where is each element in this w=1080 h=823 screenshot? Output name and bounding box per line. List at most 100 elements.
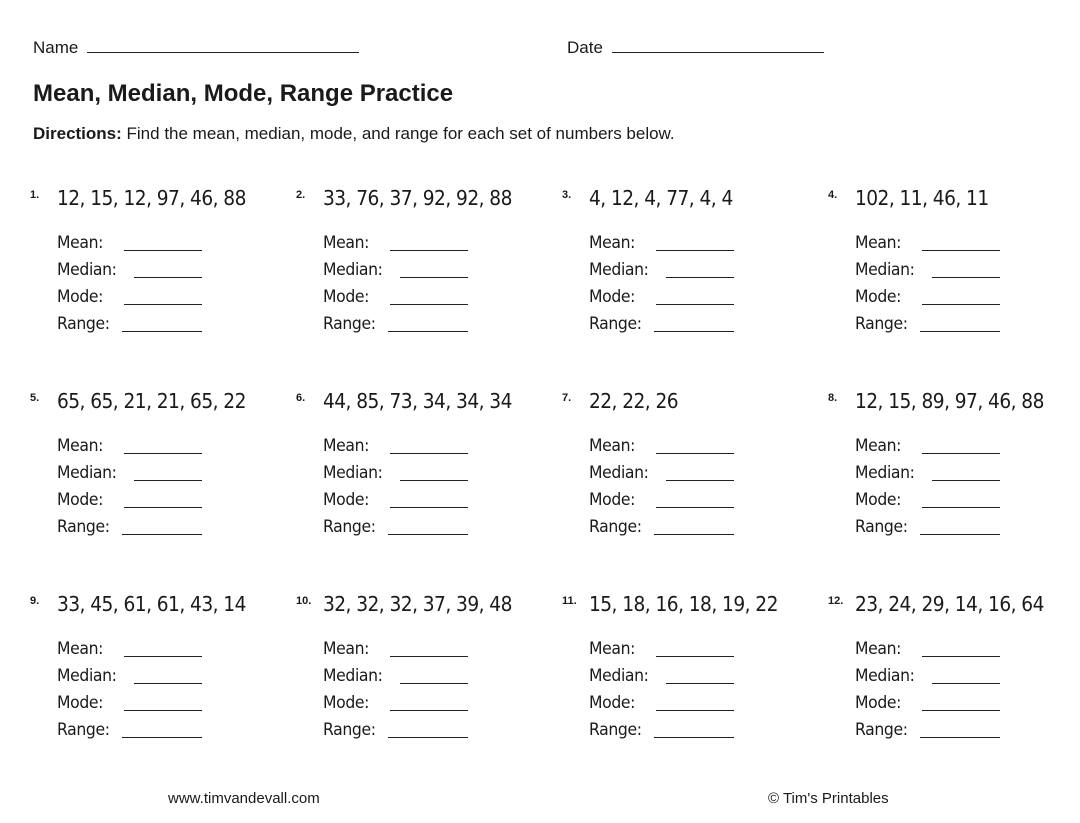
mode-answer-blank[interactable] [922, 710, 1000, 711]
median-label: Median: [57, 463, 117, 483]
mean-answer-blank[interactable] [390, 250, 468, 251]
mean-label: Mean: [589, 639, 636, 659]
range-answer-blank[interactable] [654, 331, 734, 332]
range-answer-blank[interactable] [920, 737, 1000, 738]
mode-label: Mode: [589, 490, 636, 510]
median-answer-blank[interactable] [134, 277, 202, 278]
directions: Directions: Find the mean, median, mode,… [33, 124, 675, 144]
number-set: 44, 85, 73, 34, 34, 34 [323, 389, 512, 413]
range-answer-blank[interactable] [920, 331, 1000, 332]
mode-answer-blank[interactable] [124, 507, 202, 508]
mode-answer-blank[interactable] [922, 304, 1000, 305]
mode-answer-blank[interactable] [390, 304, 468, 305]
median-label: Median: [855, 666, 915, 686]
problem-8: 8. 12, 15, 89, 97, 46, 88 Mean: Median: … [828, 389, 1080, 579]
mode-answer-blank[interactable] [390, 507, 468, 508]
mean-answer-blank[interactable] [124, 250, 202, 251]
problem-number: 11. [562, 595, 577, 607]
range-answer-blank[interactable] [388, 737, 468, 738]
median-answer-blank[interactable] [400, 277, 468, 278]
problem-3: 3. 4, 12, 4, 77, 4, 4 Mean: Median: Mode… [562, 186, 822, 376]
mean-label: Mean: [589, 233, 636, 253]
footer-copyright: © Tim's Printables [768, 790, 889, 807]
mean-label: Mean: [855, 639, 902, 659]
median-label: Median: [855, 463, 915, 483]
mode-answer-blank[interactable] [124, 304, 202, 305]
range-label: Range: [589, 517, 642, 537]
mode-label: Mode: [57, 490, 104, 510]
median-answer-blank[interactable] [134, 480, 202, 481]
date-field[interactable]: Date [567, 38, 824, 58]
mean-label: Mean: [57, 233, 104, 253]
median-label: Median: [57, 260, 117, 280]
range-answer-blank[interactable] [388, 331, 468, 332]
problem-number: 7. [562, 392, 572, 404]
mean-label: Mean: [57, 436, 104, 456]
date-blank[interactable] [611, 52, 824, 53]
median-label: Median: [589, 463, 649, 483]
mode-answer-blank[interactable] [922, 507, 1000, 508]
mean-answer-blank[interactable] [656, 250, 734, 251]
mode-answer-blank[interactable] [656, 507, 734, 508]
range-label: Range: [57, 720, 110, 740]
name-blank[interactable] [87, 52, 360, 53]
mean-answer-blank[interactable] [124, 656, 202, 657]
median-answer-blank[interactable] [666, 480, 734, 481]
problem-number: 4. [828, 189, 838, 201]
number-set: 23, 24, 29, 14, 16, 64 [855, 592, 1044, 616]
range-answer-blank[interactable] [122, 737, 202, 738]
range-answer-blank[interactable] [654, 534, 734, 535]
name-field[interactable]: Name [33, 38, 360, 58]
problem-number: 5. [30, 392, 40, 404]
range-answer-blank[interactable] [654, 737, 734, 738]
number-set: 33, 76, 37, 92, 92, 88 [323, 186, 512, 210]
range-label: Range: [323, 517, 376, 537]
mean-label: Mean: [323, 436, 370, 456]
mode-label: Mode: [855, 693, 902, 713]
mean-answer-blank[interactable] [922, 250, 1000, 251]
median-label: Median: [57, 666, 117, 686]
median-answer-blank[interactable] [932, 480, 1000, 481]
median-answer-blank[interactable] [932, 683, 1000, 684]
mean-label: Mean: [855, 436, 902, 456]
median-answer-blank[interactable] [400, 480, 468, 481]
problem-11: 11. 15, 18, 16, 18, 19, 22 Mean: Median:… [562, 592, 822, 782]
median-answer-blank[interactable] [134, 683, 202, 684]
mode-answer-blank[interactable] [656, 304, 734, 305]
mode-label: Mode: [323, 693, 370, 713]
mean-label: Mean: [589, 436, 636, 456]
range-answer-blank[interactable] [122, 331, 202, 332]
mode-label: Mode: [323, 287, 370, 307]
median-answer-blank[interactable] [400, 683, 468, 684]
mean-answer-blank[interactable] [656, 656, 734, 657]
mode-answer-blank[interactable] [390, 710, 468, 711]
mode-label: Mode: [855, 490, 902, 510]
range-answer-blank[interactable] [920, 534, 1000, 535]
range-label: Range: [855, 517, 908, 537]
mean-answer-blank[interactable] [390, 656, 468, 657]
median-label: Median: [323, 260, 383, 280]
problem-4: 4. 102, 11, 46, 11 Mean: Median: Mode: R… [828, 186, 1080, 376]
problem-number: 9. [30, 595, 40, 607]
mean-answer-blank[interactable] [390, 453, 468, 454]
number-set: 32, 32, 32, 37, 39, 48 [323, 592, 512, 616]
mean-answer-blank[interactable] [922, 453, 1000, 454]
number-set: 65, 65, 21, 21, 65, 22 [57, 389, 246, 413]
mode-answer-blank[interactable] [124, 710, 202, 711]
problem-number: 10. [296, 595, 312, 607]
mean-answer-blank[interactable] [922, 656, 1000, 657]
mode-answer-blank[interactable] [656, 710, 734, 711]
median-answer-blank[interactable] [666, 683, 734, 684]
mean-answer-blank[interactable] [124, 453, 202, 454]
number-set: 4, 12, 4, 77, 4, 4 [589, 186, 733, 210]
median-answer-blank[interactable] [666, 277, 734, 278]
mean-label: Mean: [323, 233, 370, 253]
median-answer-blank[interactable] [932, 277, 1000, 278]
number-set: 12, 15, 12, 97, 46, 88 [57, 186, 246, 210]
footer-website: www.timvandevall.com [168, 790, 320, 807]
mean-answer-blank[interactable] [656, 453, 734, 454]
problem-number: 3. [562, 189, 572, 201]
range-label: Range: [855, 314, 908, 334]
range-answer-blank[interactable] [122, 534, 202, 535]
range-answer-blank[interactable] [388, 534, 468, 535]
